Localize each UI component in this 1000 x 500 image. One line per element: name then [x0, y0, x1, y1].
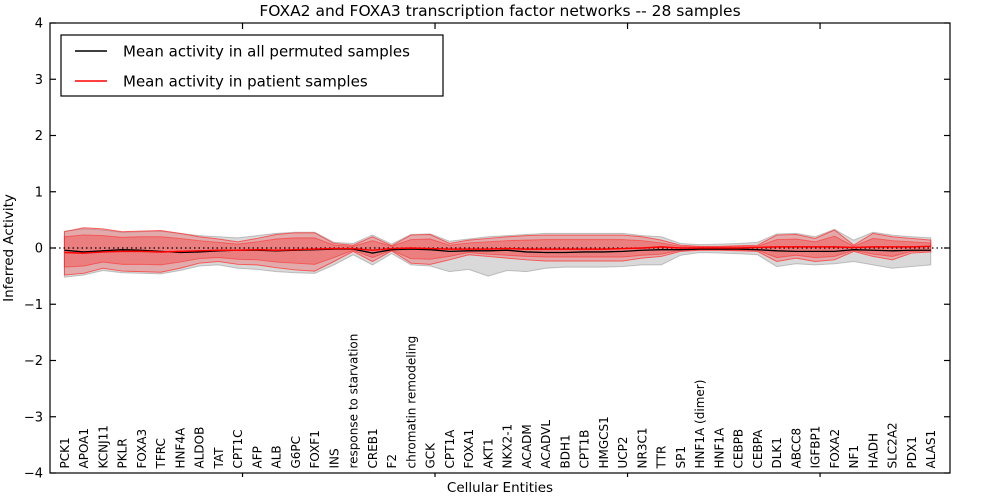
x-entity-label: INS: [327, 448, 341, 468]
x-entity-label: ACADM: [520, 424, 534, 468]
x-entity-label: APOA1: [77, 428, 91, 469]
x-entity-label: NR3C1: [635, 428, 649, 469]
x-entity-label: CPT1B: [578, 430, 592, 469]
y-tick-label: 4: [35, 17, 43, 32]
y-tick-label: −1: [24, 298, 43, 313]
x-entity-label: FOXA3: [135, 429, 149, 469]
x-entity-label: UCP2: [616, 436, 630, 468]
x-entity-label: NF1: [847, 445, 861, 469]
x-entity-label: FOXA2: [828, 429, 842, 469]
y-tick-label: 0: [35, 242, 43, 257]
x-entity-label: SLC2A2: [886, 422, 900, 468]
x-entity-label: ALAS1: [924, 430, 938, 469]
x-entity-label: AKT1: [481, 438, 495, 468]
x-entity-label: NKX2-1: [501, 424, 515, 469]
x-entity-label: TTR: [655, 446, 669, 470]
y-tick-label: −3: [24, 410, 43, 425]
legend-label-patient: Mean activity in patient samples: [123, 73, 368, 91]
x-entity-label: FOXA1: [462, 429, 476, 469]
tick-labels-layer: 4 3 2 1 0 −1 −2 −3 −4 PCK1 APOA1 KCNJ11 PKLR FOXA3 TFR…: [24, 17, 938, 482]
y-tick-label: 2: [35, 129, 43, 144]
x-entity-label: ALB: [270, 445, 284, 468]
x-entity-label: BDH1: [558, 434, 572, 468]
x-entity-label: F2: [385, 454, 399, 469]
x-entity-label: IGFBP1: [809, 426, 823, 469]
y-tick-label: 1: [35, 185, 43, 200]
x-entity-label: AFP: [250, 446, 264, 468]
ticks-layer: [50, 22, 950, 477]
x-entity-label: TFRC: [154, 438, 168, 469]
chart-title: FOXA2 and FOXA3 transcription factor net…: [259, 2, 740, 20]
x-entity-label: CREB1: [366, 428, 380, 468]
y-axis-label: Inferred Activity: [1, 194, 17, 302]
x-entity-label: ALDOB: [193, 427, 207, 469]
x-axis-label: Cellular Entities: [447, 480, 553, 496]
x-entity-label: HNF1A: [712, 427, 726, 469]
x-entity-label: chromatin remodeling: [404, 336, 418, 469]
x-entity-label: GCK: [424, 442, 438, 469]
x-entity-label: G6PC: [289, 436, 303, 469]
lines-layer: [50, 245, 950, 254]
x-entity-label: PKLR: [116, 438, 130, 468]
x-entity-label: HNF1A (dimer): [693, 380, 707, 469]
x-entity-label: KCNJ11: [96, 425, 110, 468]
patient-samples-envelope-outer-band: [63, 227, 932, 276]
x-entity-label: ACADVL: [539, 420, 553, 469]
permuted-samples-envelope-band: [63, 228, 932, 278]
x-entity-label: HADH: [866, 433, 880, 469]
x-entity-label: ABCC8: [789, 428, 803, 469]
x-entity-label: FOXF1: [308, 430, 322, 468]
x-entity-label: PCK1: [58, 437, 72, 468]
x-entity-label: response to starvation: [347, 334, 361, 469]
x-entity-label: SP1: [674, 446, 688, 469]
y-tick-label: 3: [35, 73, 43, 88]
permuted-mean-line: [64, 248, 931, 254]
x-entity-label: PDX1: [905, 436, 919, 468]
x-entity-label: CPT1C: [231, 430, 245, 469]
x-entity-label: HMGCS1: [597, 416, 611, 468]
legend-label-permuted: Mean activity in all permuted samples: [123, 43, 410, 61]
y-tick-label: −2: [24, 354, 43, 369]
x-entity-label: HNF4A: [173, 427, 187, 469]
x-entity-label: TAT: [212, 447, 226, 470]
legend-box: [60, 34, 444, 97]
y-tick-label: −4: [24, 467, 43, 482]
patient-mean-line: [64, 245, 931, 254]
x-entity-label: CEBPB: [732, 429, 746, 469]
legend: Mean activity in all permuted samples Me…: [60, 34, 444, 97]
x-entity-label: CEBPA: [751, 429, 765, 469]
x-entity-label: CPT1A: [443, 429, 457, 469]
x-entity-label: DLK1: [770, 437, 784, 468]
